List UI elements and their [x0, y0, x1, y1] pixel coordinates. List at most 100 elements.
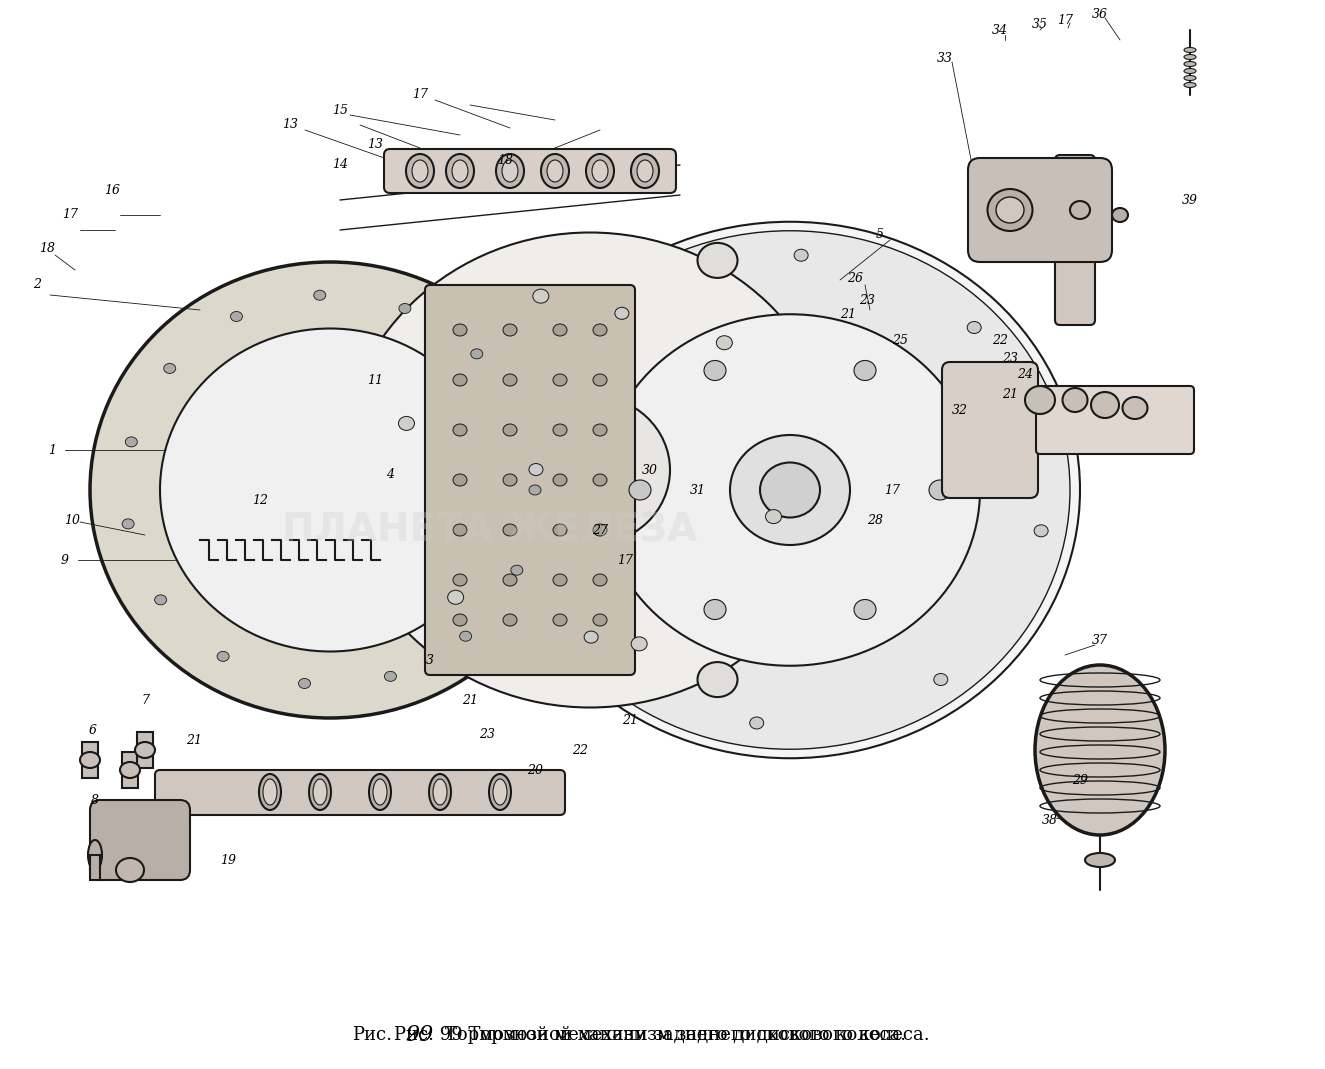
Ellipse shape: [730, 435, 851, 545]
Ellipse shape: [761, 463, 820, 517]
Ellipse shape: [384, 671, 396, 681]
Text: 24: 24: [1018, 369, 1034, 382]
Ellipse shape: [553, 374, 567, 386]
Ellipse shape: [594, 614, 607, 626]
Ellipse shape: [160, 328, 500, 651]
Ellipse shape: [433, 779, 447, 805]
Ellipse shape: [155, 594, 167, 605]
FancyBboxPatch shape: [155, 770, 564, 815]
Text: 7: 7: [140, 694, 148, 707]
Text: 6: 6: [89, 724, 97, 737]
Text: 17: 17: [1057, 14, 1073, 27]
Ellipse shape: [453, 524, 466, 536]
Ellipse shape: [405, 154, 435, 188]
Text: 8: 8: [91, 793, 99, 806]
Ellipse shape: [460, 631, 472, 641]
Ellipse shape: [929, 480, 951, 500]
Text: 21: 21: [840, 309, 856, 322]
Ellipse shape: [164, 363, 176, 373]
Text: 12: 12: [252, 494, 268, 507]
Ellipse shape: [453, 474, 466, 486]
Text: 17: 17: [617, 554, 633, 567]
Ellipse shape: [967, 322, 982, 334]
Text: 26: 26: [847, 272, 863, 284]
Ellipse shape: [529, 464, 543, 476]
Ellipse shape: [453, 424, 466, 436]
Ellipse shape: [1122, 397, 1147, 419]
Ellipse shape: [87, 840, 102, 870]
Ellipse shape: [1071, 201, 1090, 219]
Text: Рис.: Рис.: [352, 1026, 392, 1044]
Ellipse shape: [117, 858, 144, 882]
Text: 14: 14: [333, 158, 348, 171]
Ellipse shape: [697, 662, 738, 697]
Ellipse shape: [1034, 525, 1048, 537]
FancyBboxPatch shape: [942, 362, 1037, 498]
Text: 13: 13: [367, 139, 383, 152]
Ellipse shape: [594, 374, 607, 386]
Ellipse shape: [489, 774, 511, 810]
Text: 1: 1: [48, 444, 56, 456]
Ellipse shape: [1185, 47, 1196, 52]
Ellipse shape: [794, 249, 808, 261]
Text: 37: 37: [1092, 634, 1108, 647]
Text: 21: 21: [1002, 388, 1018, 402]
Ellipse shape: [637, 160, 653, 182]
Text: 28: 28: [867, 513, 882, 527]
Ellipse shape: [594, 474, 607, 486]
Bar: [90, 855, 99, 880]
Text: 22: 22: [572, 744, 588, 757]
Text: 99: 99: [405, 1024, 433, 1045]
Ellipse shape: [615, 307, 629, 320]
Bar: [82, 742, 98, 778]
Text: 13: 13: [282, 119, 298, 131]
Text: 27: 27: [592, 524, 608, 537]
Ellipse shape: [374, 779, 387, 805]
Text: 38: 38: [1041, 814, 1057, 826]
Ellipse shape: [504, 524, 517, 536]
Text: 9: 9: [61, 554, 69, 567]
Text: 11: 11: [367, 373, 383, 387]
Ellipse shape: [934, 673, 947, 685]
Ellipse shape: [1185, 76, 1196, 80]
Ellipse shape: [504, 614, 517, 626]
Ellipse shape: [547, 160, 563, 182]
Ellipse shape: [1085, 853, 1116, 867]
Text: 32: 32: [951, 403, 969, 417]
Ellipse shape: [1112, 208, 1128, 222]
Ellipse shape: [855, 360, 876, 381]
Ellipse shape: [592, 160, 608, 182]
Ellipse shape: [987, 189, 1032, 231]
Ellipse shape: [231, 311, 242, 322]
Ellipse shape: [1063, 388, 1088, 412]
Ellipse shape: [594, 324, 607, 336]
Ellipse shape: [553, 524, 567, 536]
Ellipse shape: [631, 154, 659, 188]
Text: 23: 23: [480, 728, 496, 742]
Ellipse shape: [1185, 68, 1196, 74]
Ellipse shape: [553, 324, 567, 336]
FancyBboxPatch shape: [384, 149, 676, 193]
Ellipse shape: [586, 154, 613, 188]
Ellipse shape: [502, 160, 518, 182]
FancyBboxPatch shape: [1036, 386, 1194, 454]
Ellipse shape: [135, 742, 155, 758]
Ellipse shape: [600, 314, 980, 666]
Text: 17: 17: [412, 89, 428, 102]
Ellipse shape: [510, 231, 1071, 749]
Text: 21: 21: [462, 694, 478, 707]
FancyBboxPatch shape: [90, 800, 189, 880]
Ellipse shape: [553, 424, 567, 436]
Text: 35: 35: [1032, 18, 1048, 31]
Ellipse shape: [399, 304, 411, 313]
Ellipse shape: [452, 160, 468, 182]
Ellipse shape: [341, 232, 840, 708]
Text: 29: 29: [1072, 774, 1088, 787]
Ellipse shape: [504, 574, 517, 586]
Ellipse shape: [121, 762, 140, 778]
Ellipse shape: [697, 243, 738, 278]
Bar: [122, 752, 138, 788]
Text: 16: 16: [103, 184, 121, 197]
Ellipse shape: [429, 774, 450, 810]
Text: 2: 2: [33, 279, 41, 292]
